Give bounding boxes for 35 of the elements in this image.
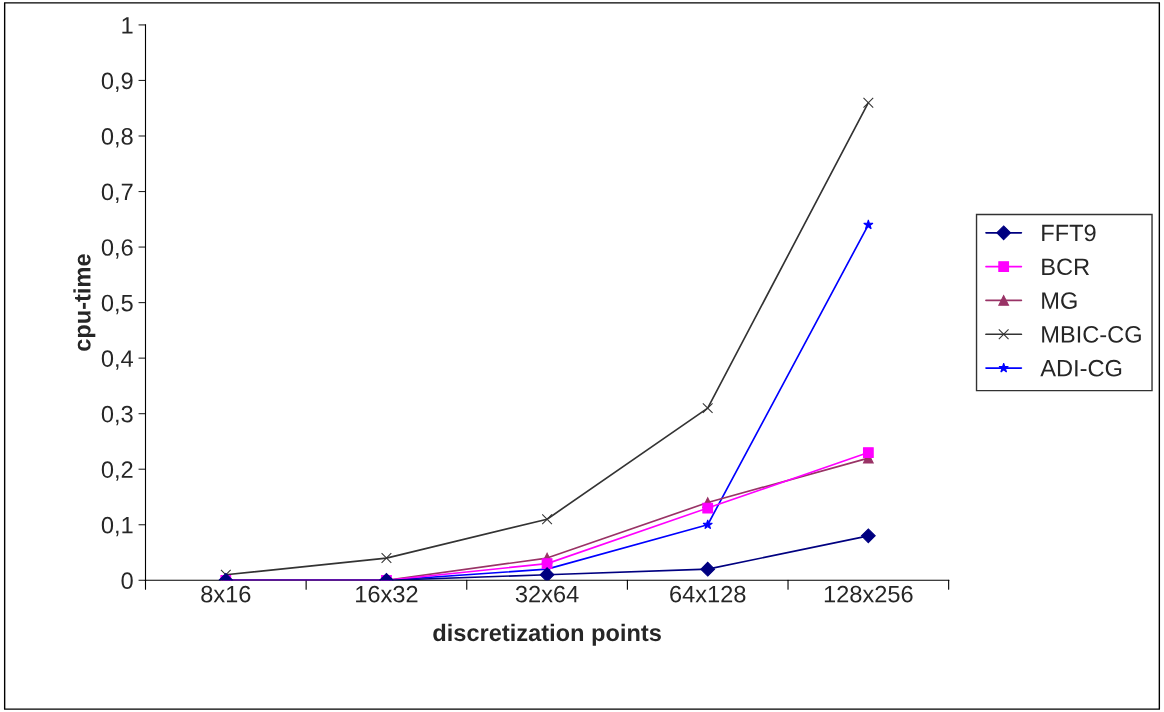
y-tick-label: 0,8 xyxy=(101,128,133,148)
x-tick-label: 8x16 xyxy=(201,585,251,603)
legend-label: MBIC-CG xyxy=(1042,326,1141,343)
point xyxy=(860,528,876,544)
legend-label: FFT9 xyxy=(1042,224,1096,242)
x-tick-label: 64x128 xyxy=(670,585,746,603)
y-tick-label: 0,1 xyxy=(101,516,133,537)
point xyxy=(539,567,555,581)
legend-label: MG xyxy=(1042,292,1077,309)
y-tick-label: 0,3 xyxy=(101,405,133,426)
point xyxy=(541,558,553,569)
point xyxy=(541,513,553,525)
y-tick-label: 0,5 xyxy=(101,294,133,315)
y-axis-title: cpu-time xyxy=(73,254,96,351)
point xyxy=(381,552,392,564)
y-tick-label: 0,2 xyxy=(101,461,133,481)
point xyxy=(863,219,874,230)
point xyxy=(702,502,714,514)
x-tick-label: 32x64 xyxy=(515,585,579,603)
point xyxy=(702,402,714,414)
x-tick-label: 16x32 xyxy=(356,585,418,603)
y-tick-label: 0,4 xyxy=(101,350,134,370)
legend-label: ADI-CG xyxy=(1040,359,1122,377)
point xyxy=(702,519,713,530)
y-tick-label: 0 xyxy=(121,572,133,590)
legend-label: BCR xyxy=(1042,258,1090,276)
y-tick-label: 0,9 xyxy=(101,72,133,93)
y-tick-label: 1 xyxy=(122,17,133,34)
y-tick-label: 0,6 xyxy=(101,239,133,259)
point xyxy=(862,447,874,458)
point xyxy=(862,97,874,109)
y-tick-label: 0,7 xyxy=(101,183,133,204)
x-axis-title: discretization points xyxy=(433,623,661,646)
x-tick-label: 128x256 xyxy=(824,585,913,603)
point xyxy=(700,561,716,577)
